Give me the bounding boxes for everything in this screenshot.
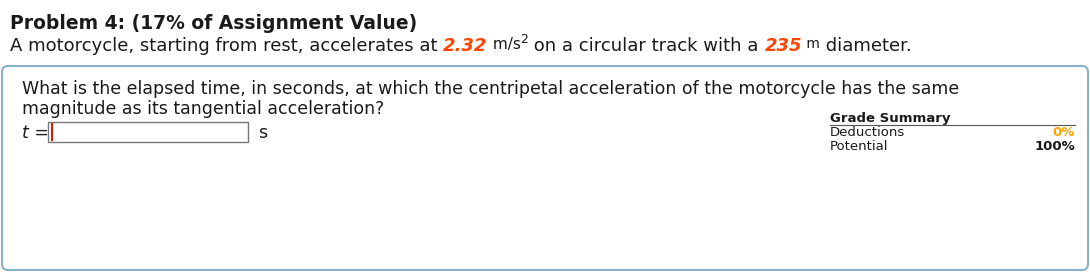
FancyBboxPatch shape bbox=[48, 122, 249, 142]
FancyBboxPatch shape bbox=[2, 66, 1088, 270]
Text: What is the elapsed time, in seconds, at which the centripetal acceleration of t: What is the elapsed time, in seconds, at… bbox=[22, 80, 959, 98]
Text: Problem 4: (17% of Assignment Value): Problem 4: (17% of Assignment Value) bbox=[10, 14, 417, 33]
Text: 2.32: 2.32 bbox=[444, 37, 487, 55]
Text: Potential: Potential bbox=[829, 140, 888, 153]
Text: t =: t = bbox=[22, 124, 49, 142]
Text: Deductions: Deductions bbox=[829, 126, 906, 139]
Text: 0%: 0% bbox=[1053, 126, 1075, 139]
Text: on a circular track with a: on a circular track with a bbox=[529, 37, 764, 55]
Text: 100%: 100% bbox=[1034, 140, 1075, 153]
Text: m/s: m/s bbox=[487, 37, 521, 52]
Text: Grade Summary: Grade Summary bbox=[829, 112, 950, 125]
Text: s: s bbox=[258, 124, 267, 142]
Text: A motorcycle, starting from rest, accelerates at: A motorcycle, starting from rest, accele… bbox=[10, 37, 444, 55]
Text: m: m bbox=[802, 37, 820, 51]
Text: 235: 235 bbox=[764, 37, 802, 55]
Text: magnitude as its tangential acceleration?: magnitude as its tangential acceleration… bbox=[22, 100, 385, 118]
Text: 2: 2 bbox=[521, 33, 529, 46]
Text: diameter.: diameter. bbox=[820, 37, 911, 55]
